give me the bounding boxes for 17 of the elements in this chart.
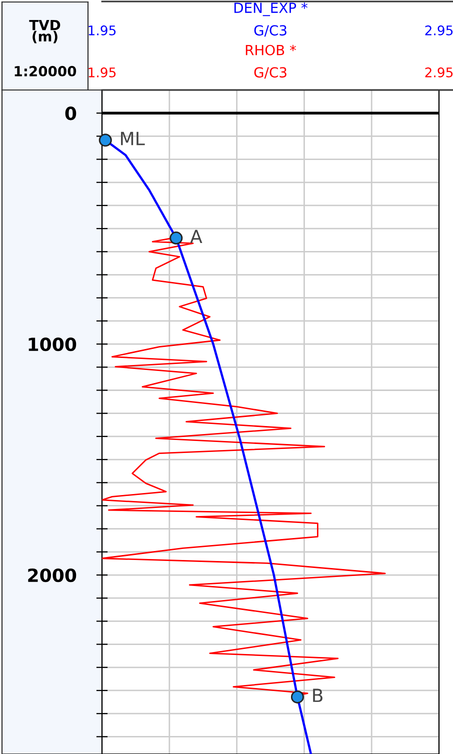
point (170, 232, 183, 245)
point (98, 134, 112, 147)
text: 1:20000 (14, 66, 76, 76)
y-axis-title: TVD (m) (29, 20, 60, 44)
y-tick-label: 2000 (28, 568, 76, 582)
text: G/C3 (254, 25, 286, 37)
text: DEN_EXP * (234, 2, 308, 16)
y-tick-label: 1000 (28, 338, 76, 352)
x-axis-title: G/C3 (254, 67, 286, 79)
text: RHOB * (246, 44, 296, 56)
annotation: B (313, 688, 322, 702)
y-tick-label: 0 (65, 106, 76, 120)
x2-tick-label: 2.95 (425, 25, 453, 36)
x2-tick-label: 1.95 (88, 25, 116, 36)
point (290, 690, 304, 704)
annotation: ML (121, 132, 145, 146)
annotation: A (190, 230, 202, 244)
